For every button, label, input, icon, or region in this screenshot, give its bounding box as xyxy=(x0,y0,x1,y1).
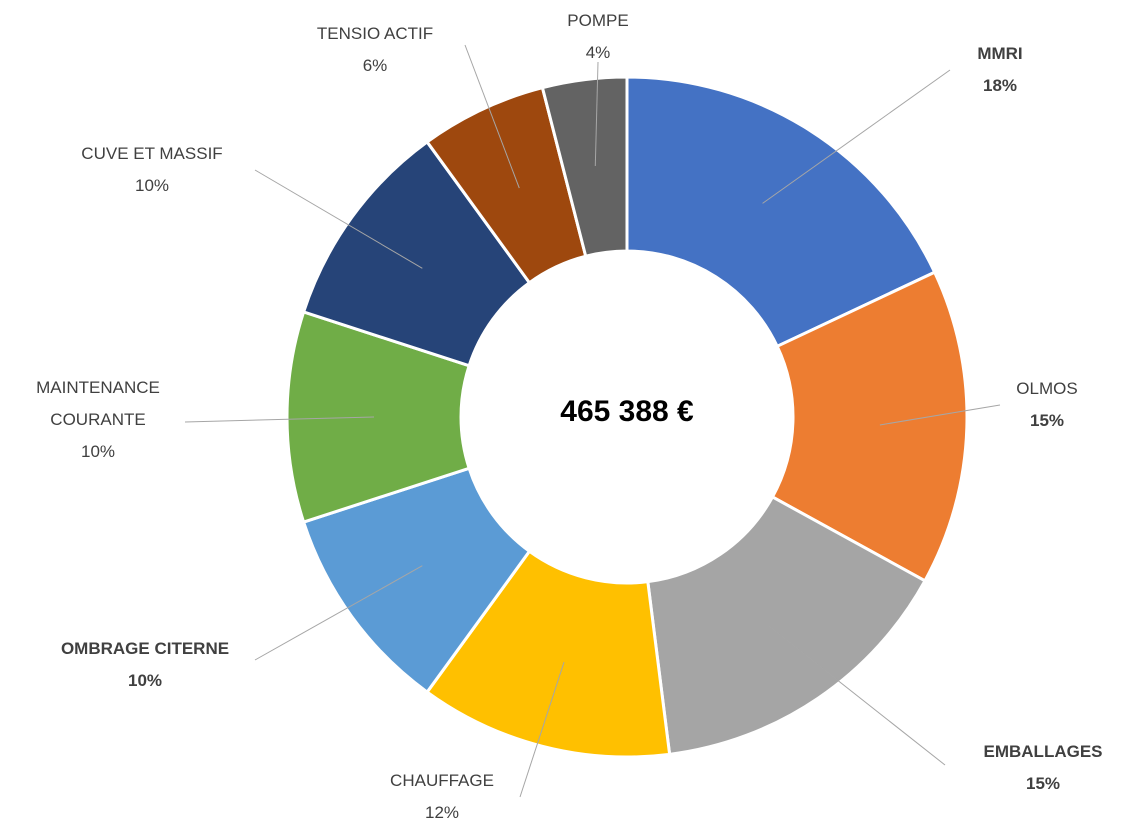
category-name: MMRI xyxy=(977,44,1023,63)
value-label: 6% xyxy=(362,56,388,75)
category-name: TENSIO ACTIF xyxy=(316,24,434,43)
leader-line xyxy=(254,565,423,661)
center-total: 465 388 € xyxy=(560,395,694,428)
leader-line xyxy=(254,169,423,269)
category-name: MAINTENANCE COURANTE xyxy=(36,378,160,429)
leader-line xyxy=(762,69,951,204)
data-label: EMBALLAGES 15% xyxy=(943,736,1122,800)
category-name: POMPE xyxy=(567,11,629,30)
value-label: 10% xyxy=(127,671,163,690)
category-name: CUVE ET MASSIF xyxy=(81,144,223,163)
value-label: 15% xyxy=(1025,774,1061,793)
leader-line xyxy=(184,416,375,423)
leader-line xyxy=(519,661,565,798)
value-label: 4% xyxy=(585,43,611,62)
data-label: CUVE ET MASSIF 10% xyxy=(32,138,272,202)
data-label: OLMOS 15% xyxy=(947,373,1122,437)
leader-line xyxy=(594,61,599,167)
category-name: OLMOS xyxy=(1016,379,1078,398)
donut-slice xyxy=(770,270,969,583)
data-label: POMPE 4% xyxy=(498,5,698,69)
category-name: EMBALLAGES xyxy=(983,742,1103,761)
value-label: 10% xyxy=(80,442,116,461)
donut-slice xyxy=(540,75,629,259)
category-name: OMBRAGE CITERNE xyxy=(60,639,230,658)
donut-slice xyxy=(646,494,927,756)
data-label: TENSIO ACTIF 6% xyxy=(275,18,475,82)
data-label: MMRI 18% xyxy=(900,38,1100,102)
value-label: 15% xyxy=(1029,411,1065,430)
donut-slice xyxy=(625,75,937,349)
data-label: OMBRAGE CITERNE 10% xyxy=(25,633,265,697)
data-label: CHAUFFAGE 12% xyxy=(342,765,542,829)
category-name: CHAUFFAGE xyxy=(390,771,494,790)
leader-line xyxy=(879,404,1001,426)
value-label: 18% xyxy=(982,76,1018,95)
data-label: MAINTENANCE COURANTE 10% xyxy=(18,372,178,468)
value-label: 12% xyxy=(424,803,460,822)
leader-line xyxy=(768,625,946,766)
donut-slice xyxy=(425,549,672,759)
leader-line xyxy=(464,44,520,189)
value-label: 10% xyxy=(134,176,170,195)
